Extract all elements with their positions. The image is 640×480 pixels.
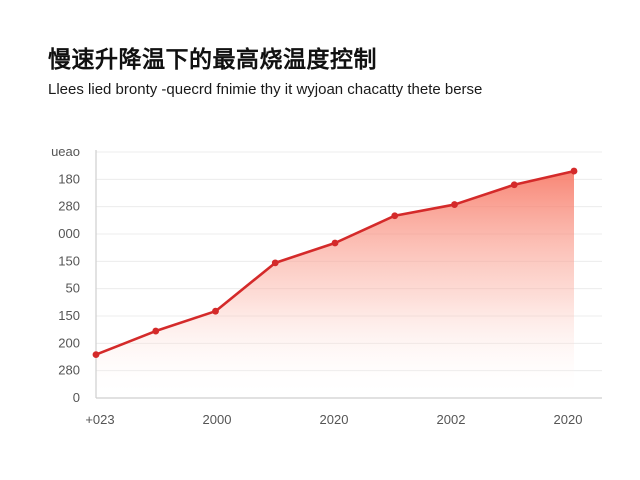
- data-point: [152, 327, 160, 335]
- x-tick-label: 2020: [320, 412, 349, 427]
- data-point: [510, 181, 518, 189]
- y-tick-label: 150: [58, 308, 80, 323]
- y-tick-label: 150: [58, 253, 80, 268]
- y-tick-label: 280: [58, 363, 80, 378]
- y-tick-label: 000: [58, 226, 80, 241]
- x-tick-label: 2020: [554, 412, 583, 427]
- y-axis-ticks: ueao 180 280 000 150 50 150 200 280 0: [51, 144, 80, 405]
- y-tick-label: ueao: [51, 144, 80, 159]
- y-tick-label: 180: [58, 171, 80, 186]
- x-tick-label: 2002: [437, 412, 466, 427]
- y-tick-label: 50: [66, 281, 80, 296]
- x-tick-label: 2000: [203, 412, 232, 427]
- data-points: [92, 167, 578, 358]
- area-fill: [96, 171, 574, 398]
- x-axis-ticks: +023 2000 2020 2002 2020: [85, 412, 582, 427]
- y-tick-label: 200: [58, 335, 80, 350]
- data-point: [331, 239, 339, 247]
- x-tick-label: +023: [85, 412, 114, 427]
- data-point: [570, 167, 578, 175]
- data-point: [271, 259, 279, 267]
- y-tick-label: 280: [58, 199, 80, 214]
- area-path: [96, 171, 574, 398]
- y-tick-label: 0: [73, 390, 80, 405]
- data-point: [92, 351, 100, 358]
- data-point: [212, 307, 219, 315]
- data-point: [451, 201, 458, 208]
- chart-subtitle: Llees lied bronty -quecrd fnimie thy it …: [48, 81, 483, 98]
- chart-title: 慢速升降温下的最高烧温度控制: [48, 47, 377, 73]
- data-point: [391, 212, 399, 220]
